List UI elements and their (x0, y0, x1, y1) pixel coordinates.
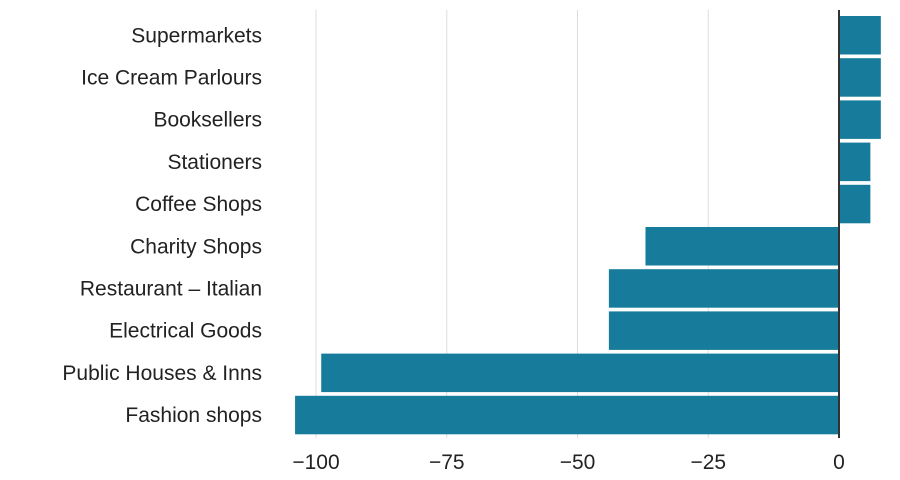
bar (608, 269, 839, 308)
bar (608, 311, 839, 350)
bar (839, 100, 881, 139)
bar (645, 227, 839, 266)
category-label: Booksellers (153, 109, 262, 132)
x-tick-label: −75 (429, 451, 465, 474)
category-label: Restaurant – Italian (80, 277, 262, 300)
bar (839, 142, 871, 182)
category-label: Charity Shops (130, 235, 262, 258)
bar (295, 395, 840, 435)
category-label: Stationers (167, 151, 262, 174)
category-label: Fashion shops (125, 404, 262, 427)
x-tick-label: −50 (560, 451, 596, 474)
x-tick-label: −100 (292, 451, 339, 474)
bar (321, 353, 840, 393)
category-label: Ice Cream Parlours (81, 66, 262, 89)
bar (839, 16, 881, 55)
category-labels: Supermarkets Ice Cream Parlours Bookseller… (62, 24, 262, 427)
x-tick-labels: −100 −75 −50 −25 0 (292, 451, 845, 474)
bars (295, 16, 881, 435)
bar (839, 184, 871, 224)
category-label: Supermarkets (131, 24, 262, 47)
x-tick-label: −25 (690, 451, 726, 474)
bar (839, 58, 881, 97)
x-tick-label: 0 (833, 451, 845, 474)
category-label: Coffee Shops (135, 193, 262, 216)
category-label: Electrical Goods (109, 320, 262, 343)
category-label: Public Houses & Inns (62, 362, 262, 385)
